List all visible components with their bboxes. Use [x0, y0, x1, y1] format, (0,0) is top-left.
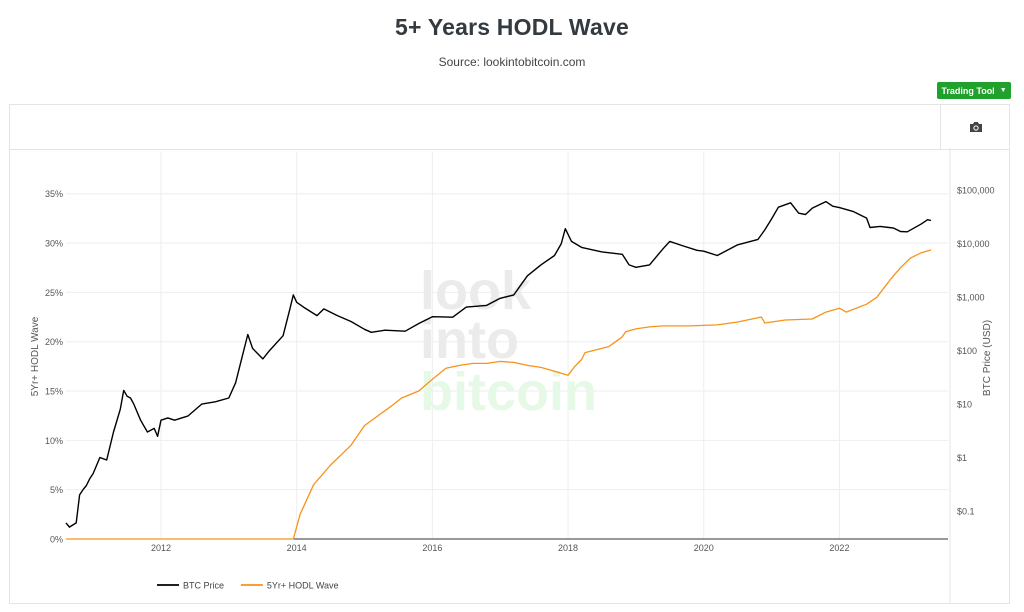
x-tick-label: 2016: [422, 543, 442, 553]
camera-icon: [970, 122, 982, 132]
y-right-tick-label: $100,000: [957, 186, 995, 196]
y-left-tick-label: 20%: [45, 337, 63, 347]
y-right-axis-title: BTC Price (USD): [982, 320, 993, 396]
legend-label: 5Yr+ HODL Wave: [267, 581, 339, 591]
caret-down-icon: ▼: [999, 87, 1007, 94]
trading-tool-dropdown[interactable]: Trading Tool ▼: [937, 82, 1011, 99]
x-tick-label: 2018: [558, 543, 578, 553]
y-right-tick-label: $0.1: [957, 507, 975, 517]
y-left-tick-label: 5%: [50, 485, 63, 495]
x-tick-label: 2022: [829, 543, 849, 553]
y-left-tick-label: 10%: [45, 436, 63, 446]
y-left-tick-label: 0%: [50, 535, 63, 545]
series-line-btc-price: [65, 200, 932, 528]
camera-button[interactable]: [940, 105, 1011, 149]
x-tick-label: 2012: [151, 543, 171, 553]
chart-panel: [9, 104, 1010, 604]
page-title: 5+ Years HODL Wave: [395, 14, 629, 40]
watermark: look into bitcoin: [420, 261, 597, 422]
legend: BTC Price 5Yr+ HODL Wave: [157, 581, 339, 591]
x-tick-label: 2014: [287, 543, 307, 553]
y-right-tick-label: $100: [957, 346, 977, 356]
watermark-bitcoin: bitcoin: [420, 362, 597, 422]
trading-tool-label: Trading Tool: [941, 85, 995, 96]
y-left-tick-label: 15%: [45, 387, 63, 397]
y-right-tick-label: $10,000: [957, 239, 990, 249]
y-left-tick-label: 35%: [45, 189, 63, 199]
series-line-5yr-hodl-wave: [66, 249, 932, 540]
y-right-tick-label: $10: [957, 400, 972, 410]
series-group: [65, 200, 932, 540]
y-left-axis-title: 5Yr+ HODL Wave: [30, 316, 41, 396]
watermark-look: look: [420, 261, 532, 321]
y-right-tick-label: $1: [957, 453, 967, 463]
watermark-into: into: [420, 310, 519, 370]
y-left-tick-label: 30%: [45, 239, 63, 249]
y-left-tick-label: 25%: [45, 288, 63, 298]
grid-lines: [66, 152, 948, 539]
y-right-tick-label: $1,000: [957, 293, 985, 303]
x-tick-label: 2020: [694, 543, 714, 553]
chart-source: Source: lookintobitcoin.com: [438, 55, 586, 69]
legend-label: BTC Price: [183, 581, 224, 591]
chart-toolbar: [10, 105, 1009, 150]
